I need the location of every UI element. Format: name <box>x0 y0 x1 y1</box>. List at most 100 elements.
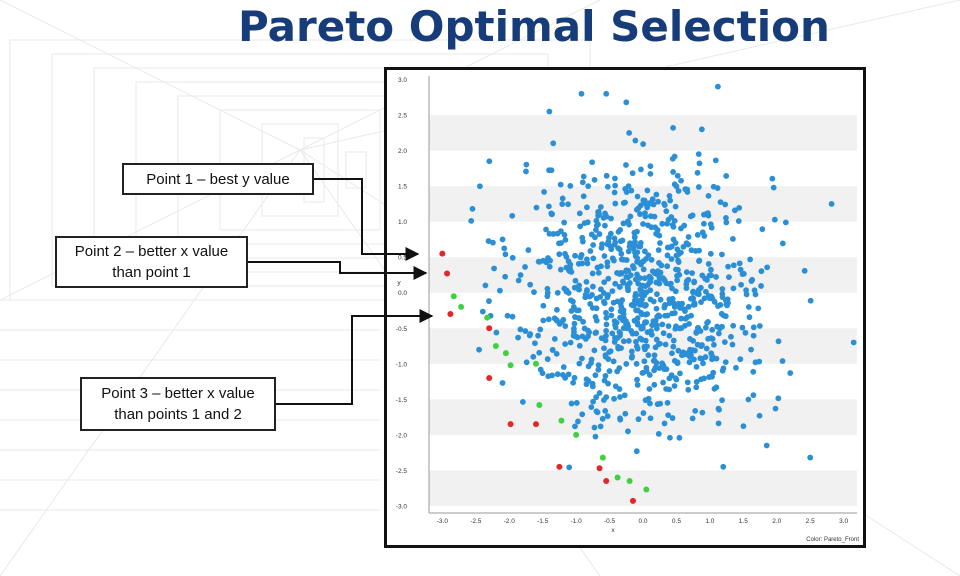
data-point <box>668 256 675 262</box>
data-point <box>712 157 719 164</box>
data-point <box>536 349 543 356</box>
data-point <box>694 341 701 348</box>
data-point <box>644 204 651 211</box>
data-point <box>668 214 675 220</box>
data-point <box>608 215 614 222</box>
data-point <box>593 222 600 229</box>
data-point <box>631 234 638 241</box>
data-point <box>631 317 638 324</box>
data-point <box>653 305 660 312</box>
data-point <box>670 124 676 131</box>
y-tick-label: 1.0 <box>398 219 407 226</box>
data-point <box>694 232 701 238</box>
data-point <box>642 337 649 344</box>
data-point <box>709 373 715 380</box>
data-point <box>617 300 624 307</box>
data-point <box>685 303 692 310</box>
data-point <box>750 324 757 331</box>
data-point <box>666 332 673 339</box>
data-point <box>640 221 646 227</box>
data-point <box>560 316 567 323</box>
data-point <box>546 263 553 270</box>
data-point <box>634 321 641 328</box>
data-point <box>730 262 737 269</box>
data-point <box>517 326 524 333</box>
data-point <box>666 281 673 288</box>
data-point <box>589 383 596 390</box>
data-point <box>554 317 560 324</box>
data-point <box>640 141 647 147</box>
arrow-point-1 <box>314 178 420 261</box>
pareto-point <box>558 417 565 424</box>
data-point <box>697 355 704 362</box>
data-point <box>696 257 703 264</box>
data-point <box>540 317 547 324</box>
data-point <box>629 353 635 360</box>
data-point <box>641 248 648 255</box>
data-point <box>509 313 516 320</box>
data-point <box>653 325 660 332</box>
data-point <box>620 307 627 314</box>
data-point <box>572 277 579 284</box>
data-point <box>651 381 658 388</box>
data-point <box>723 215 729 221</box>
data-point <box>607 243 614 249</box>
pareto-point <box>533 360 539 367</box>
data-point <box>723 173 730 179</box>
data-point <box>469 205 476 212</box>
data-point <box>601 377 608 384</box>
data-point <box>656 232 663 239</box>
data-point <box>666 192 673 199</box>
data-point <box>670 337 677 344</box>
data-point <box>763 442 770 449</box>
data-point <box>631 229 638 236</box>
data-point <box>634 193 641 200</box>
data-point <box>715 405 722 412</box>
data-point <box>715 83 721 90</box>
data-point <box>603 172 610 179</box>
data-point <box>703 345 710 352</box>
data-point <box>653 336 660 343</box>
data-point <box>522 328 529 334</box>
grid-band <box>429 399 857 435</box>
data-point <box>654 401 661 408</box>
data-point <box>660 379 666 386</box>
data-point <box>633 343 640 350</box>
data-point <box>667 244 673 251</box>
data-point <box>543 259 550 266</box>
data-point <box>578 90 585 97</box>
data-point <box>523 161 530 168</box>
data-point <box>687 295 694 302</box>
data-point <box>546 230 553 237</box>
data-point <box>559 201 566 207</box>
data-point <box>656 274 663 281</box>
data-point <box>659 321 666 328</box>
data-point <box>759 226 766 233</box>
data-point <box>600 298 607 305</box>
data-point <box>664 220 670 227</box>
data-point <box>602 408 609 414</box>
data-point <box>678 177 684 184</box>
data-point <box>598 263 604 270</box>
data-point <box>621 315 627 321</box>
data-point <box>661 202 668 208</box>
data-point <box>619 278 626 285</box>
data-point <box>607 230 614 237</box>
data-point <box>640 266 647 273</box>
data-point <box>639 301 646 308</box>
data-point <box>596 231 603 237</box>
data-point <box>549 372 555 379</box>
data-point <box>684 314 691 321</box>
data-point <box>493 329 500 336</box>
data-point <box>554 371 561 378</box>
data-point <box>756 412 763 419</box>
data-point <box>597 204 604 210</box>
callout-point-3-line-2: than points 1 and 2 <box>114 406 242 423</box>
data-point <box>707 221 714 228</box>
data-point <box>598 244 605 251</box>
data-point <box>638 325 645 332</box>
data-point <box>603 394 610 401</box>
data-point <box>651 367 658 374</box>
data-point <box>701 220 707 227</box>
data-point <box>758 283 764 289</box>
